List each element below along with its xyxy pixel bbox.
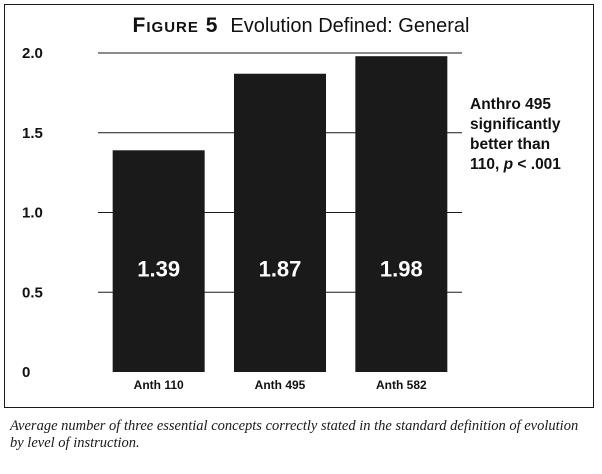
significance-annotation: Anthro 495 significantly better than 110… xyxy=(470,95,588,175)
annotation-line-4: 110, p < .001 xyxy=(470,155,588,175)
data-labels: 1.39 1.87 1.98 xyxy=(137,256,422,281)
data-label: 1.87 xyxy=(259,256,302,281)
y-tick-label: 1.5 xyxy=(22,125,43,142)
bar xyxy=(112,150,205,372)
bar xyxy=(234,73,326,373)
x-tick-label: Anth 495 xyxy=(255,378,306,392)
annotation-suffix: < .001 xyxy=(513,156,561,173)
y-tick-label: 0.5 xyxy=(22,284,43,301)
annotation-line-2: significantly xyxy=(470,116,561,133)
data-label: 1.98 xyxy=(380,256,423,281)
y-axis: 0 0.5 1.0 1.5 2.0 xyxy=(22,45,43,381)
x-tick-label: Anth 582 xyxy=(376,378,427,392)
y-tick-label: 0 xyxy=(22,364,30,381)
bar xyxy=(355,56,448,372)
bars xyxy=(112,56,448,373)
data-label: 1.39 xyxy=(137,256,180,281)
x-axis: Anth 110 Anth 495 Anth 582 xyxy=(134,378,427,392)
y-tick-label: 1.0 xyxy=(22,205,43,222)
annotation-line-1: Anthro 495 xyxy=(470,96,551,113)
figure-caption: Average number of three essential concep… xyxy=(10,418,579,451)
annotation-prefix: 110, xyxy=(470,156,504,173)
x-tick-label: Anth 110 xyxy=(134,378,184,392)
annotation-line-3: better than xyxy=(470,136,551,153)
y-tick-label: 2.0 xyxy=(22,45,43,62)
p-symbol: p xyxy=(503,156,514,173)
figure-title: Figure 5 Evolution Defined: General xyxy=(0,14,602,38)
figure-subtitle: Evolution Defined: General xyxy=(230,15,470,37)
figure-label: Figure 5 xyxy=(132,14,219,37)
